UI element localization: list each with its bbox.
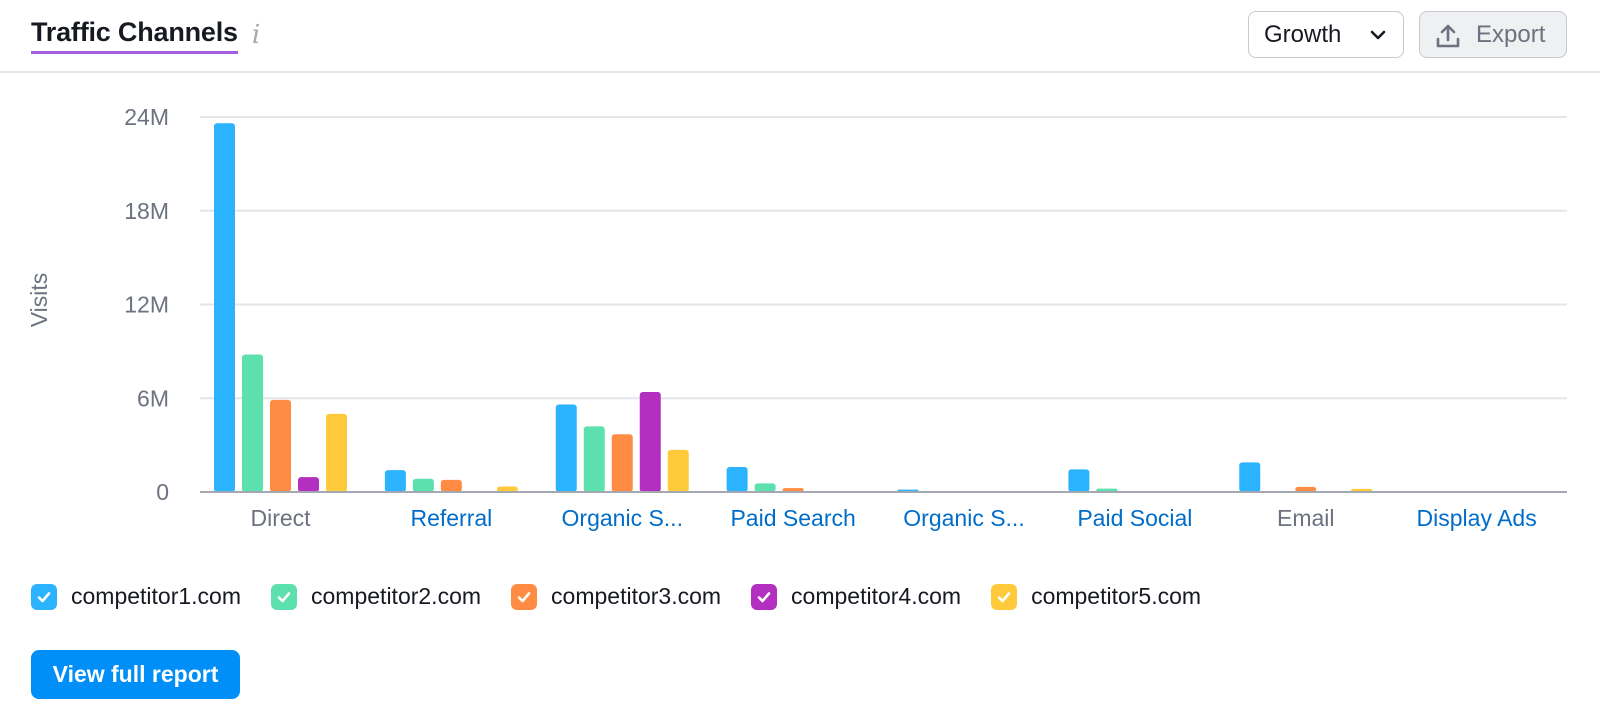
chevron-down-icon	[1370, 30, 1386, 40]
bar[interactable]	[270, 399, 291, 492]
y-tick-label: 12M	[124, 292, 169, 318]
bar[interactable]	[326, 413, 347, 492]
export-label: Export	[1476, 21, 1546, 48]
view-full-report-button[interactable]: View full report	[31, 650, 240, 699]
x-axis-ticks[interactable]: Direct Referral Organic S... Paid Search Org…	[250, 505, 1536, 531]
legend-label: competitor3.com	[551, 583, 722, 609]
checkbox-checked-icon[interactable]	[751, 583, 778, 610]
title-wrap: Traffic Channels i	[31, 17, 260, 54]
x-tick-label[interactable]: Paid Search	[730, 505, 855, 531]
widget-title: Traffic Channels	[31, 17, 238, 54]
legend-label: competitor5.com	[1031, 583, 1202, 609]
bars[interactable]	[214, 123, 1544, 493]
bar[interactable]	[726, 467, 748, 492]
y-tick-label: 6M	[137, 385, 169, 411]
metric-dropdown[interactable]: Growth	[1248, 11, 1404, 58]
y-axis-ticks: 0 6M 12M 18M 24M	[124, 104, 169, 505]
bar[interactable]	[384, 470, 406, 492]
checkbox-checked-icon[interactable]	[511, 583, 538, 610]
bar[interactable]	[412, 478, 434, 492]
legend-item[interactable]: competitor2.com	[271, 583, 481, 610]
x-tick-label: Email	[1277, 505, 1335, 531]
chart-legend: competitor1.com competitor2.com competitor…	[31, 583, 1231, 610]
x-tick-label[interactable]: Referral	[410, 505, 492, 531]
y-tick-label: 0	[156, 479, 169, 505]
bar[interactable]	[555, 404, 577, 493]
upload-icon	[1436, 24, 1460, 48]
checkbox-checked-icon[interactable]	[31, 583, 57, 610]
bar[interactable]	[583, 426, 605, 492]
bar[interactable]	[496, 486, 518, 492]
bar[interactable]	[754, 483, 776, 492]
bar[interactable]	[298, 477, 319, 492]
bar[interactable]	[1068, 469, 1090, 492]
dropdown-value: Growth	[1264, 20, 1342, 48]
checkbox-checked-icon[interactable]	[271, 583, 298, 610]
y-tick-label: 18M	[124, 198, 169, 224]
legend-item[interactable]: competitor1.com	[31, 583, 241, 610]
y-tick-label: 24M	[124, 104, 169, 130]
bar[interactable]	[440, 479, 462, 492]
legend-label: competitor4.com	[791, 583, 962, 609]
bar[interactable]	[1295, 486, 1317, 492]
x-tick-label[interactable]: Display Ads	[1417, 505, 1537, 531]
traffic-channels-chart: 0 6M 12M 18M 24M Visits Direct Referral Organi…	[26, 104, 1567, 531]
checkbox-checked-icon[interactable]	[991, 583, 1018, 610]
legend-label: competitor2.com	[311, 583, 482, 609]
bar[interactable]	[667, 449, 689, 492]
legend-label: competitor1.com	[71, 583, 242, 609]
x-tick-label[interactable]: Organic S...	[562, 505, 683, 531]
x-tick-label[interactable]: Organic S...	[903, 505, 1024, 531]
legend-item[interactable]: competitor5.com	[991, 583, 1201, 610]
bar[interactable]	[611, 434, 633, 492]
bar[interactable]	[1239, 462, 1261, 492]
bar[interactable]	[214, 123, 235, 492]
gridlines	[200, 116, 1567, 400]
x-tick-label[interactable]: Paid Social	[1077, 505, 1192, 531]
y-axis-label: Visits	[26, 273, 52, 328]
info-icon[interactable]: i	[251, 19, 261, 50]
legend-item[interactable]: competitor3.com	[511, 583, 721, 610]
x-tick-label: Direct	[250, 505, 311, 531]
export-button[interactable]: Export	[1419, 11, 1567, 58]
bar[interactable]	[639, 392, 661, 492]
legend-item[interactable]: competitor4.com	[751, 583, 961, 610]
widget-header: Traffic Channels i Growth Export	[0, 0, 1600, 73]
bar[interactable]	[242, 354, 263, 493]
